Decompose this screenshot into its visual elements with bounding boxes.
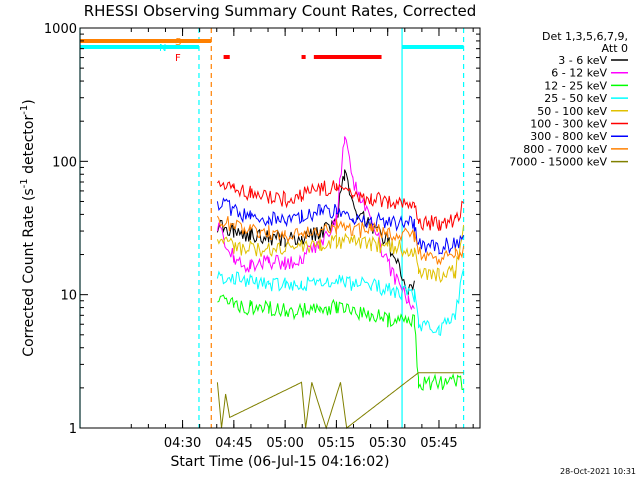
flag-s-label: S bbox=[175, 37, 181, 48]
series-line-6-12-kev bbox=[216, 136, 415, 311]
y-axis-label: Corrected Count Rate (s-1 detector-1) bbox=[19, 99, 37, 356]
x-tick-label-04-30: 04:30 bbox=[164, 436, 201, 451]
chart-title: RHESSI Observing Summary Count Rates, Co… bbox=[84, 2, 477, 20]
detector-label: Det 1,3,5,6,7,9, bbox=[542, 30, 628, 43]
legend-label-25-50-kev: 25 - 50 keV bbox=[544, 92, 607, 105]
x-tick-label-05-15: 05:15 bbox=[318, 436, 355, 451]
series-line-25-50-kev bbox=[216, 268, 465, 337]
flag-f-label: F bbox=[175, 53, 181, 64]
x-axis: 04:30 04:45 05:00 05:15 05:30 05:45 bbox=[130, 28, 474, 451]
y-tick-label-1000: 1000 bbox=[44, 22, 77, 37]
legend-label-6-12-kev: 6 - 12 keV bbox=[551, 67, 607, 80]
x-tick-label-05-45: 05:45 bbox=[420, 436, 457, 451]
y-tick-label-1: 1 bbox=[69, 422, 77, 437]
series-line-3-6-kev bbox=[216, 169, 415, 296]
x-tick-label-05-00: 05:00 bbox=[266, 436, 303, 451]
y-axis: 1 10 100 1000 bbox=[44, 22, 480, 437]
flag-n-label: N bbox=[159, 43, 166, 54]
legend-label-300-800-kev: 300 - 800 keV bbox=[530, 130, 607, 143]
legend-label-12-25-kev: 12 - 25 keV bbox=[544, 79, 607, 92]
series-line-12-25-kev bbox=[217, 294, 464, 391]
series-line-300-800-kev bbox=[216, 197, 465, 255]
attenuator-label: Att 0 bbox=[602, 42, 628, 55]
series-line-50-100-kev bbox=[216, 224, 465, 284]
series-line-800-7000-kev bbox=[216, 215, 465, 266]
series-line-100-300-kev bbox=[217, 180, 464, 232]
x-tick-label-05-30: 05:30 bbox=[369, 436, 406, 451]
x-axis-label: Start Time (06-Jul-15 04:16:02) bbox=[170, 454, 389, 470]
timestamp: 28-Oct-2021 10:31 bbox=[560, 467, 636, 476]
legend-label-100-300-kev: 100 - 300 keV bbox=[530, 118, 607, 131]
y-tick-label-100: 100 bbox=[52, 155, 77, 170]
plot-area: SNF bbox=[79, 28, 465, 430]
legend-label-7000-15000-kev: 7000 - 15000 keV bbox=[509, 156, 607, 169]
legend-label-50-100-kev: 50 - 100 keV bbox=[537, 105, 607, 118]
y-tick-label-10: 10 bbox=[60, 289, 77, 304]
x-tick-label-04-45: 04:45 bbox=[215, 436, 252, 451]
series-line-7000-15000-kev bbox=[216, 372, 464, 430]
plot-frame bbox=[79, 27, 481, 429]
legend-label-3-6-kev: 3 - 6 keV bbox=[558, 54, 607, 67]
legend-label-800-7000-kev: 800 - 7000 keV bbox=[523, 143, 607, 156]
